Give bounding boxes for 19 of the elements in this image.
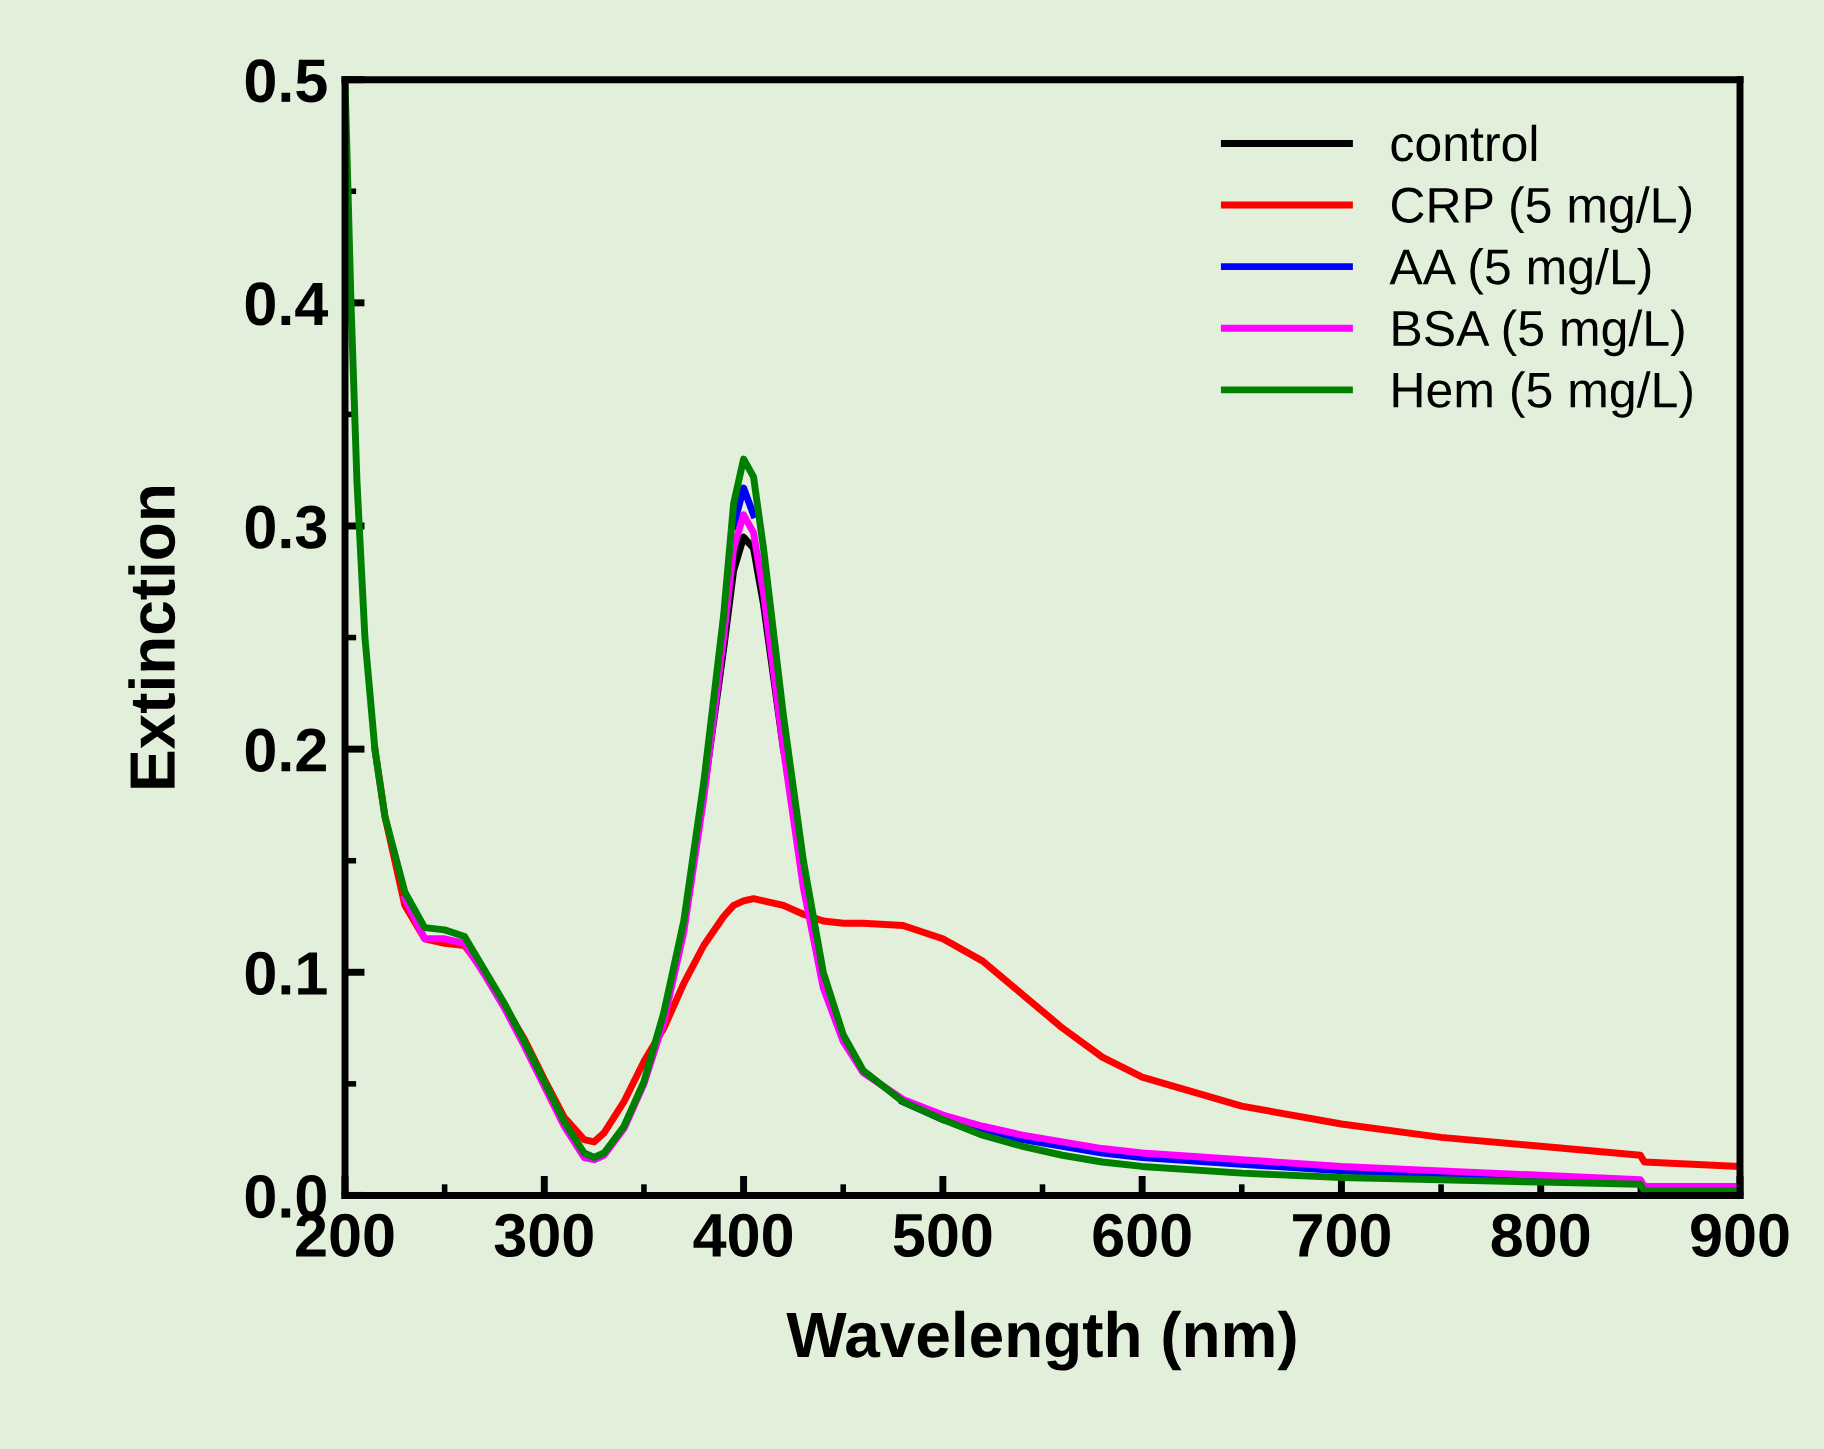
x-tick-label: 900	[1691, 1213, 1789, 1257]
x-tick-label: 600	[1093, 1213, 1191, 1257]
x-axis-title: Wavelength (nm)	[786, 1310, 1296, 1371]
legend-label: CRP (5 mg/L)	[1391, 186, 1692, 233]
legend-label: AA (5 mg/L)	[1389, 247, 1651, 295]
legend-label: Hem (5 mg/L)	[1393, 371, 1692, 418]
y-tick-label: 0.2	[245, 728, 326, 772]
x-tick-label: 800	[1491, 1213, 1590, 1257]
y-tick-label: 0.5	[245, 59, 327, 103]
y-tick-label: 0.1	[245, 951, 327, 996]
x-tick-label: 700	[1293, 1213, 1390, 1257]
y-tick-label: 0.3	[245, 505, 327, 549]
x-tick-label: 300	[494, 1213, 593, 1258]
x-tick-label: 500	[893, 1213, 992, 1257]
y-tick-label: 0.4	[245, 282, 329, 326]
y-axis-title: Extinction	[128, 487, 176, 788]
x-tick-label: 400	[693, 1213, 793, 1257]
legend-label: BSA (5 mg/L)	[1393, 309, 1684, 357]
legend-label: control	[1391, 124, 1537, 162]
